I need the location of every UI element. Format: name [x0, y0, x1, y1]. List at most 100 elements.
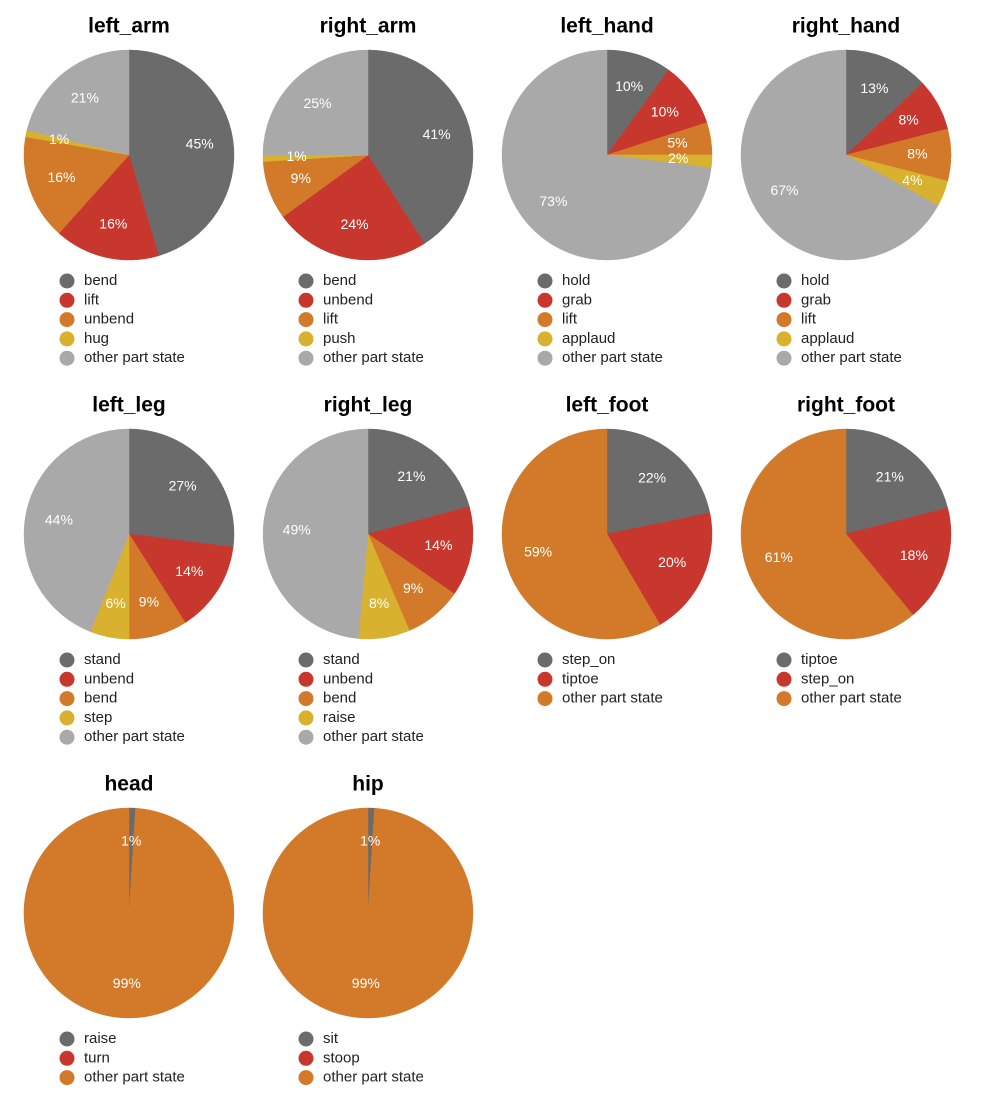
pie-chart-left-arm: left_arm 45% 16% 16% 1% 21% bend lift unbend hug o…: [23, 15, 235, 366]
legend-label: unbend: [84, 311, 134, 328]
pie-slice-unbend: [128, 533, 234, 623]
slice-percent-label: 1%: [49, 131, 69, 147]
legend-label: other part state: [801, 690, 902, 707]
legend-item: other part state: [298, 1069, 424, 1086]
legend-item: grab: [776, 291, 831, 308]
pie-chart-head: head 1% 99% raise turn other part state: [23, 773, 235, 1086]
slice-labels: 45% 16% 16% 1% 21%: [47, 90, 213, 232]
legend-swatch: [59, 1050, 75, 1066]
pie-chart-right-leg: right_leg 21% 14% 9% 8% 49% stand unbend bend rai…: [262, 394, 474, 745]
legend-label: bend: [323, 690, 356, 707]
pie-slice-tiptoe: [606, 512, 713, 626]
legend-swatch: [298, 1050, 314, 1066]
legend-swatch: [537, 350, 553, 366]
legend-swatch: [298, 1031, 314, 1047]
chart-title: right_arm: [320, 15, 417, 38]
legend-label: other part state: [84, 1069, 185, 1086]
legend-swatch: [537, 292, 553, 308]
pie-slice-bend: [128, 49, 235, 257]
pie-slice-other-part-state: [501, 428, 661, 640]
chart-title: hip: [352, 773, 384, 796]
legend-label: tiptoe: [801, 651, 838, 668]
slice-percent-label: 21%: [71, 90, 99, 106]
legend-swatch: [59, 691, 75, 707]
slice-percent-label: 22%: [638, 469, 666, 485]
legend-swatch: [59, 729, 75, 745]
legend-label: other part state: [801, 349, 902, 366]
legend-item: other part state: [298, 349, 424, 366]
slice-percent-label: 9%: [139, 593, 159, 609]
legend-swatch: [298, 350, 314, 366]
legend-swatch: [59, 1031, 75, 1047]
legend-swatch: [298, 729, 314, 745]
legend-label: bend: [84, 690, 117, 707]
legend-label: grab: [562, 291, 592, 308]
legend-item: other part state: [776, 349, 902, 366]
slice-percent-label: 49%: [283, 521, 311, 537]
legend-swatch: [537, 331, 553, 347]
legend-label: step_on: [801, 670, 854, 687]
legend-swatch: [298, 273, 314, 289]
slice-percent-label: 45%: [186, 136, 214, 152]
slice-percent-label: 18%: [900, 547, 928, 563]
legend-swatch: [59, 1070, 75, 1086]
legend-label: lift: [323, 311, 339, 328]
legend-swatch: [298, 652, 314, 668]
legend-label: raise: [323, 709, 356, 726]
legend-swatch: [298, 312, 314, 328]
legend-item: hold: [776, 272, 829, 289]
legend-label: other part state: [84, 728, 185, 745]
slice-labels: 10% 10% 5%2% 73%: [539, 78, 688, 209]
legend-item: applaud: [776, 330, 854, 347]
legend-label: applaud: [562, 330, 615, 347]
legend-label: hug: [84, 330, 109, 347]
slice-percent-label: 14%: [175, 563, 203, 579]
slice-percent-label: 21%: [876, 468, 904, 484]
legend-item: tiptoe: [776, 651, 838, 668]
legend-item: bend: [298, 690, 356, 707]
legend-label: other part state: [323, 1069, 424, 1086]
legend: bend lift unbend hug other part state: [59, 272, 185, 366]
legend-item: tiptoe: [537, 670, 599, 687]
legend: bend unbend lift push other part state: [298, 272, 424, 366]
slice-percent-label: 25%: [303, 95, 331, 111]
legend-label: lift: [801, 311, 817, 328]
slice-percent-label: 24%: [341, 216, 369, 232]
slice-labels: 13% 8% 8% 4% 67%: [770, 80, 927, 198]
legend-swatch: [537, 691, 553, 707]
legend-swatch: [298, 671, 314, 687]
pie-slice-other-part-state: [23, 428, 130, 632]
legend-item: hug: [59, 330, 109, 347]
legend-swatch: [537, 671, 553, 687]
legend-item: turn: [59, 1049, 110, 1066]
pie-chart-left-hand: left_hand 10% 10% 5%2% 73% hold grab lift applau…: [501, 15, 713, 366]
pie-slice-stand: [367, 428, 470, 535]
legend-item: unbend: [298, 670, 373, 687]
legend-swatch: [776, 652, 792, 668]
legend-swatch: [59, 710, 75, 726]
legend-item: other part state: [537, 690, 663, 707]
slice-percent-label: 8%: [907, 146, 927, 162]
legend-swatch: [776, 292, 792, 308]
legend-swatch: [298, 331, 314, 347]
pie-chart-right-arm: right_arm 41% 24% 9% 1% 25% bend unbend lift push…: [262, 15, 474, 366]
legend: stand unbend bend raise other part state: [298, 651, 424, 745]
legend-label: lift: [562, 311, 578, 328]
pie-slice-hold: [845, 49, 923, 156]
pie-slice-unbend: [23, 136, 130, 234]
chart-title: left_hand: [560, 15, 653, 38]
legend-item: other part state: [298, 728, 424, 745]
legend: sit stoop other part state: [298, 1030, 424, 1086]
legend-label: stoop: [323, 1049, 360, 1066]
legend-label: other part state: [323, 349, 424, 366]
legend-item: bend: [59, 272, 117, 289]
legend-item: lift: [776, 311, 817, 328]
slice-percent-label: 10%: [651, 104, 679, 120]
slice-percent-label: 44%: [45, 511, 73, 527]
slice-labels: 27% 14% 9% 6% 44%: [45, 478, 203, 611]
legend-label: step_on: [562, 651, 615, 668]
slice-percent-label: 9%: [403, 580, 423, 596]
slice-percent-label: 20%: [658, 554, 686, 570]
